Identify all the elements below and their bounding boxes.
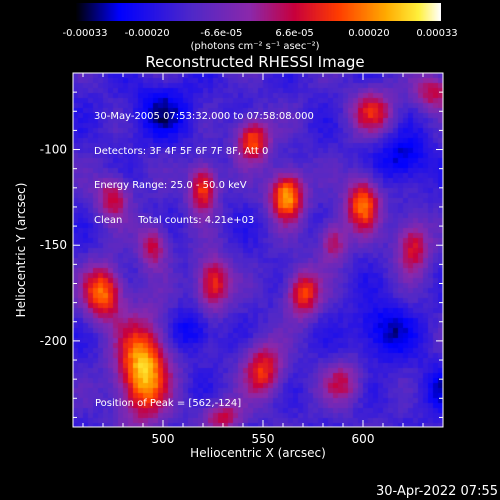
y-tick-label: -150	[40, 238, 67, 252]
colorbar	[75, 3, 441, 21]
x-tick-label: 550	[252, 432, 275, 446]
colorbar-tick-label: -0.00033	[62, 28, 108, 39]
x-axis-label: Heliocentric X (arcsec)	[190, 446, 326, 460]
x-tick-label: 600	[352, 432, 375, 446]
y-tick-label: -200	[40, 334, 67, 348]
method-counts-label: Clean Total counts: 4.21e+03	[94, 214, 255, 226]
x-tick-label: 500	[152, 432, 175, 446]
colorbar-tick-label: -6.6e-05	[200, 28, 243, 39]
detectors-label: Detectors: 3F 4F 5F 6F 7F 8F, Att 0	[94, 145, 269, 157]
colorbar-tick-label: 6.6e-05	[275, 28, 314, 39]
colorbar-tick-label: 0.00033	[416, 28, 458, 39]
footer-timestamp: 30-Apr-2022 07:55	[376, 484, 498, 499]
colorbar-tick-label: 0.00020	[348, 28, 390, 39]
plot-frame	[72, 72, 444, 428]
y-axis-label: Heliocentric Y (arcsec)	[14, 182, 28, 318]
y-tick-label: -100	[40, 143, 67, 157]
energy-range-label: Energy Range: 25.0 - 50.0 keV	[94, 180, 247, 191]
time-range-label: 30-May-2005 07:53:32.000 to 07:58:08.000	[94, 111, 314, 122]
observation-info: 30-May-2005 07:53:32.000 to 07:58:08.000…	[94, 88, 314, 238]
colorbar-tick-label: -0.00020	[124, 28, 170, 39]
heatmap-image	[73, 73, 443, 427]
peak-position-label: Position of Peak = [562,-124]	[95, 398, 242, 409]
chart-title: Reconstructed RHESSI Image	[145, 53, 365, 71]
colorbar-units: (photons cm⁻² s⁻¹ asec⁻²)	[190, 41, 320, 52]
